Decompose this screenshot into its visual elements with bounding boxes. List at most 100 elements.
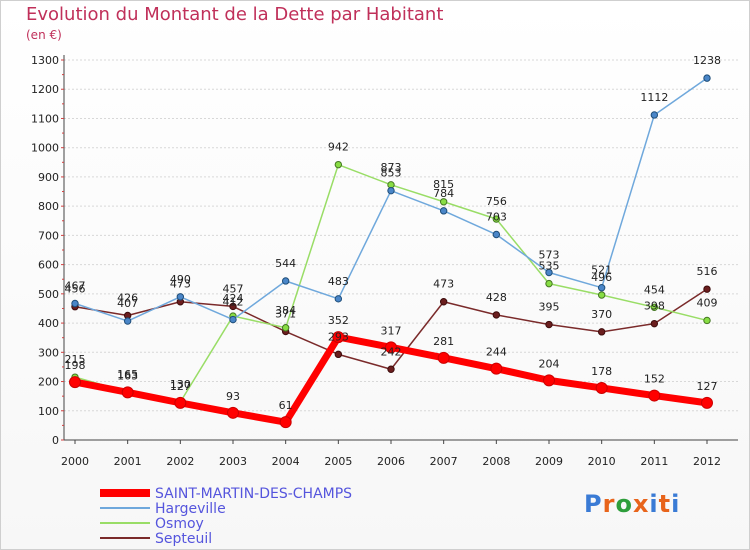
y-tick-label: 900 bbox=[38, 171, 59, 184]
x-tick-label: 2007 bbox=[430, 455, 458, 468]
data-point bbox=[229, 315, 237, 324]
data-label: 784 bbox=[433, 187, 454, 200]
chart-subtitle: (en €) bbox=[26, 28, 62, 42]
data-label: 473 bbox=[433, 278, 454, 291]
data-point bbox=[229, 302, 237, 311]
data-label: 756 bbox=[486, 195, 507, 208]
x-tick-label: 2000 bbox=[61, 455, 89, 468]
logo-letter: i bbox=[649, 490, 659, 518]
data-label: 317 bbox=[381, 324, 402, 337]
y-tick-label: 1100 bbox=[31, 112, 59, 125]
data-label: 165 bbox=[117, 368, 138, 381]
data-point bbox=[176, 293, 185, 301]
x-tick-label: 2009 bbox=[535, 455, 563, 468]
data-label: 407 bbox=[117, 297, 138, 310]
y-axis-ticks: 0 100 200 300 400 500 600 700 800 900 1000 1100 1200… bbox=[31, 54, 64, 447]
data-label: 61 bbox=[279, 399, 293, 412]
data-label: 424 bbox=[223, 292, 244, 305]
series-lines bbox=[69, 74, 713, 429]
x-tick-label: 2001 bbox=[114, 455, 142, 468]
data-label: 521 bbox=[591, 264, 612, 277]
data-point bbox=[492, 215, 501, 223]
data-point bbox=[545, 279, 553, 288]
y-tick-label: 1200 bbox=[31, 83, 59, 96]
data-label: 204 bbox=[539, 357, 560, 370]
legend-label: Hargeville bbox=[155, 501, 226, 517]
data-label: 1238 bbox=[693, 54, 721, 67]
data-point bbox=[281, 277, 290, 285]
data-label: 873 bbox=[381, 161, 402, 174]
logo-letter: o bbox=[615, 490, 633, 518]
data-label: 815 bbox=[433, 178, 454, 191]
y-tick-label: 1300 bbox=[31, 54, 59, 67]
data-point bbox=[492, 230, 501, 239]
data-label: 483 bbox=[328, 275, 349, 288]
data-label: 130 bbox=[170, 378, 191, 391]
logo-letter: r bbox=[602, 490, 616, 518]
data-label: 244 bbox=[486, 346, 507, 359]
y-tick-label: 0 bbox=[52, 434, 59, 447]
legend-label: Septeuil bbox=[155, 531, 212, 547]
y-tick-label: 700 bbox=[38, 229, 59, 242]
data-point bbox=[703, 74, 711, 82]
data-label: 293 bbox=[328, 330, 349, 343]
data-label: 457 bbox=[223, 282, 244, 295]
data-label: 163 bbox=[117, 369, 138, 382]
legend: SAINT-MARTIN-DES-CHAMPSHargevilleOsmoySe… bbox=[100, 486, 352, 547]
logo-letter: i bbox=[671, 490, 681, 518]
data-point bbox=[543, 374, 555, 387]
y-tick-label: 100 bbox=[38, 405, 59, 418]
y-tick-label: 400 bbox=[38, 317, 59, 330]
data-label: 215 bbox=[65, 353, 86, 366]
data-point bbox=[279, 416, 292, 429]
x-tick-label: 2011 bbox=[640, 455, 668, 468]
data-labels: 198 163 127 93 61 352 317 281 244 204 178 152 127 467… bbox=[65, 54, 722, 412]
y-tick-label: 200 bbox=[38, 376, 59, 389]
data-point bbox=[121, 386, 134, 399]
data-point bbox=[545, 268, 553, 277]
data-point bbox=[334, 295, 343, 303]
data-label: 467 bbox=[65, 279, 86, 292]
data-point bbox=[439, 298, 448, 306]
data-point bbox=[439, 207, 448, 215]
data-point bbox=[281, 324, 290, 332]
data-point bbox=[597, 328, 606, 336]
data-point bbox=[492, 311, 501, 319]
data-point bbox=[545, 320, 553, 329]
logo-letter: x bbox=[632, 490, 650, 518]
data-label: 384 bbox=[275, 304, 296, 317]
axes bbox=[63, 55, 738, 441]
data-label: 942 bbox=[328, 141, 349, 154]
data-label: 454 bbox=[644, 283, 665, 296]
data-label: 412 bbox=[223, 296, 244, 309]
data-point bbox=[174, 396, 187, 409]
data-label: 281 bbox=[433, 335, 454, 348]
legend-label: Osmoy bbox=[155, 516, 204, 532]
logo-letter: P bbox=[584, 490, 603, 518]
data-point bbox=[71, 299, 79, 308]
x-tick-label: 2004 bbox=[272, 455, 300, 468]
data-point bbox=[334, 160, 343, 169]
x-tick-label: 2010 bbox=[588, 455, 616, 468]
data-point bbox=[490, 362, 503, 375]
data-point bbox=[334, 350, 343, 359]
data-label: 853 bbox=[381, 167, 402, 180]
logo-letter: t bbox=[658, 490, 672, 518]
x-axis-ticks: 2000 2001 2002 2003 2004 2005 2006 2007 2008 2009… bbox=[61, 440, 721, 468]
data-point bbox=[648, 389, 661, 402]
data-point bbox=[597, 284, 606, 292]
y-tick-label: 600 bbox=[38, 259, 59, 272]
data-label: 127 bbox=[170, 380, 191, 393]
data-point bbox=[387, 186, 395, 195]
data-point bbox=[387, 365, 395, 373]
data-point bbox=[227, 406, 239, 419]
data-point bbox=[385, 341, 397, 354]
data-point bbox=[703, 285, 711, 293]
data-label: 516 bbox=[697, 265, 718, 278]
data-point bbox=[69, 376, 81, 389]
data-label: 178 bbox=[591, 365, 612, 378]
proxiti-logo: Proxiti bbox=[584, 490, 680, 518]
data-label: 152 bbox=[644, 373, 665, 386]
data-label: 703 bbox=[486, 211, 507, 224]
